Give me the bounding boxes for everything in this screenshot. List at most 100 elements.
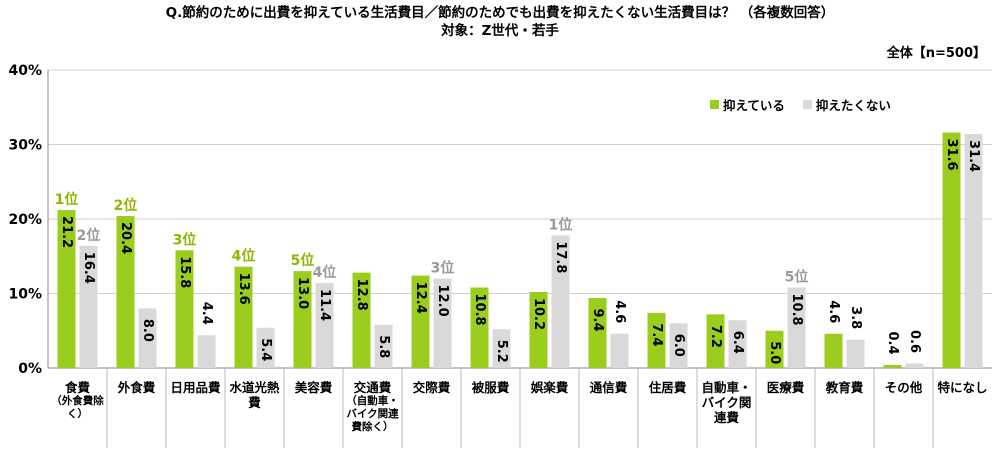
data-label: 3.8: [848, 306, 863, 329]
category-name: 日用品費: [170, 380, 221, 395]
category-label: その他: [876, 380, 931, 395]
rank-label: 4位: [232, 248, 256, 265]
bar-series2: [374, 324, 393, 368]
bar-series1: [116, 216, 135, 368]
data-label: 7.4: [649, 323, 664, 346]
bar-series2: [138, 308, 157, 368]
category-name: 交際費: [412, 380, 451, 395]
category-name: 美容費: [294, 380, 333, 395]
rank-label: 3位: [431, 260, 455, 277]
category-name: 住居費: [648, 380, 687, 395]
bar-series2: [433, 278, 452, 368]
data-label: 13.6: [236, 273, 251, 305]
rank-label: 2位: [114, 197, 138, 214]
data-label: 16.4: [81, 252, 96, 284]
bar-series1: [529, 292, 548, 368]
y-tick-label: 30%: [8, 138, 42, 154]
data-label: 0.6: [907, 330, 922, 353]
bar-series1: [588, 297, 607, 368]
data-label: 4.6: [826, 300, 841, 323]
bar-series1: [293, 271, 312, 368]
bar-series1: [411, 275, 430, 368]
chart-title: Q.節約のために出費を抑えている生活費目／節約のためでも出費を抑えたくない生活費…: [165, 5, 835, 21]
bar-series2: [197, 335, 216, 368]
category-label: 交際費: [404, 380, 459, 395]
category-name: 水道光熱費: [229, 380, 280, 410]
category-label: 被服費: [463, 380, 518, 395]
data-label: 12.8: [354, 279, 369, 311]
category-label: 交通費 （自動車・バイク関連費除く）: [345, 380, 400, 434]
bar-series2: [905, 363, 924, 368]
data-label: 15.8: [177, 256, 192, 288]
category-note: （自動車・バイク関連費除く）: [346, 395, 399, 433]
legend-swatch-series2: [802, 99, 812, 109]
category-label: 水道光熱費: [227, 380, 282, 410]
category-name: 通信費: [589, 380, 628, 395]
rank-label: 1位: [55, 191, 79, 208]
bar-series1: [234, 266, 253, 368]
data-label: 12.4: [413, 282, 428, 314]
data-label: 5.0: [767, 341, 782, 364]
category-label: 特になし: [935, 380, 990, 395]
bar-series2: [787, 287, 806, 368]
y-tick-label: 0%: [18, 361, 42, 377]
category-label: 娯楽費: [522, 380, 577, 395]
category-label: 自動車・バイク関連費: [699, 380, 754, 425]
rank-label: 1位: [549, 216, 573, 233]
category-name: 被服費: [471, 380, 510, 395]
data-label: 4.4: [199, 302, 214, 325]
category-label: 通信費: [581, 380, 636, 395]
bar-series2: [669, 323, 688, 368]
legend-item-series1: 抑えている: [710, 95, 785, 114]
data-label: 4.6: [612, 300, 627, 323]
data-label: 5.8: [376, 335, 391, 358]
data-label: 12.0: [435, 285, 450, 317]
category-name: 特になし: [937, 380, 988, 395]
y-tick-label: 40%: [8, 63, 42, 79]
sample-size-label: 全体【n=500】: [886, 46, 986, 61]
category-name: 教育費: [825, 380, 864, 395]
bar-series1: [175, 250, 194, 368]
data-label: 10.2: [531, 298, 546, 330]
category-label: 外食費: [109, 380, 164, 395]
bar-series1: [883, 365, 902, 368]
data-label: 31.4: [966, 140, 981, 172]
category-label: 美容費: [286, 380, 341, 395]
data-label: 5.2: [494, 340, 509, 363]
category-name: 医療費: [766, 380, 805, 395]
category-label: 住居費: [640, 380, 695, 395]
bar-series1: [470, 287, 489, 368]
data-label: 8.0: [140, 319, 155, 342]
bar-series2: [79, 245, 98, 368]
legend-swatch-series1: [710, 99, 719, 109]
category-note: （外食費除く）: [51, 395, 104, 420]
bar-series1: [352, 272, 371, 368]
rank-label: 2位: [77, 227, 101, 244]
legend-item-series2: 抑えたくない: [802, 95, 891, 114]
bar-series2: [256, 327, 275, 368]
data-label: 11.4: [317, 289, 332, 321]
data-label: 9.4: [590, 308, 605, 331]
legend-label-series2: 抑えたくない: [815, 97, 891, 113]
bar-series1: [57, 210, 76, 368]
rank-label: 4位: [313, 264, 337, 281]
category-name: 食費: [64, 380, 90, 395]
rank-label: 3位: [173, 231, 197, 248]
bar-series2: [728, 320, 747, 368]
bar-series1: [706, 314, 725, 368]
bar-series2: [315, 283, 334, 368]
data-label: 10.8: [789, 294, 804, 326]
data-label: 7.2: [708, 325, 723, 348]
data-label: 21.2: [59, 216, 74, 248]
category-label: 食費 （外食費除く）: [50, 380, 105, 421]
category-name: 娯楽費: [530, 380, 569, 395]
legend-label-series1: 抑えている: [723, 97, 785, 113]
bar-series2: [846, 339, 865, 368]
y-tick-label: 10%: [8, 287, 42, 303]
category-name: 交通費: [353, 380, 392, 395]
bar-series1: [824, 333, 843, 368]
data-label: 20.4: [118, 222, 133, 254]
bar-series2: [964, 134, 983, 368]
chart-subtitle: 対象：Z世代・若手: [441, 23, 559, 39]
